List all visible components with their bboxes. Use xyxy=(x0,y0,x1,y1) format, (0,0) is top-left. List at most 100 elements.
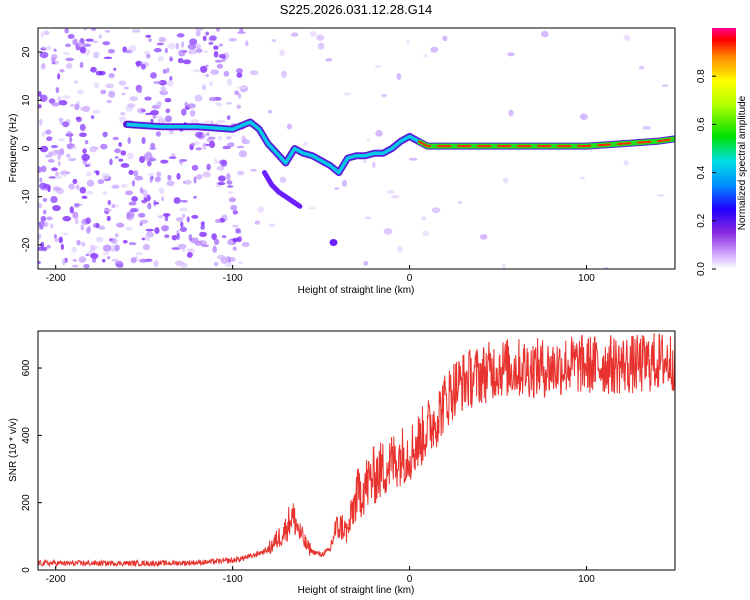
noise-blob xyxy=(135,252,143,256)
noise-blob xyxy=(208,41,214,45)
noise-blob xyxy=(95,236,104,243)
noise-blob xyxy=(41,165,47,173)
noise-blob xyxy=(148,38,152,43)
noise-blob xyxy=(390,194,400,199)
noise-blob xyxy=(39,51,49,59)
noise-blob xyxy=(164,234,170,239)
noise-blob xyxy=(135,60,143,67)
noise-blob xyxy=(109,158,113,166)
noise-blob xyxy=(115,233,119,238)
noise-blob xyxy=(237,93,242,99)
noise-blob xyxy=(422,54,428,58)
noise-blob xyxy=(72,211,79,219)
noise-blob xyxy=(154,227,160,235)
noise-blob xyxy=(77,41,83,48)
noise-blob xyxy=(100,143,108,150)
noise-blob xyxy=(214,158,218,165)
noise-blob xyxy=(656,193,665,197)
noise-blob xyxy=(206,163,211,171)
noise-blob xyxy=(158,36,167,43)
noise-blob xyxy=(50,195,58,204)
noise-blob xyxy=(209,81,213,87)
noise-blob xyxy=(106,99,112,104)
noise-blob xyxy=(216,165,225,171)
noise-blob xyxy=(217,182,226,186)
noise-blob xyxy=(207,136,217,140)
noise-blob xyxy=(120,162,130,168)
noise-blob xyxy=(80,224,85,231)
noise-blob xyxy=(341,179,348,187)
noise-blob xyxy=(81,195,88,200)
noise-blob xyxy=(236,145,245,149)
noise-blob xyxy=(317,42,325,50)
noise-blob xyxy=(191,142,196,147)
noise-blob xyxy=(139,222,143,227)
noise-blob xyxy=(59,68,65,73)
noise-blob xyxy=(214,59,223,63)
noise-blob xyxy=(127,137,131,144)
noise-blob xyxy=(167,174,172,181)
noise-blob xyxy=(187,103,196,109)
noise-blob xyxy=(171,234,178,241)
noise-blob xyxy=(90,28,97,32)
noise-blob xyxy=(93,51,100,59)
noise-blob xyxy=(145,34,152,38)
spectrogram-y-axis: -20 -10 0 10 20 xyxy=(21,46,42,252)
noise-blob xyxy=(39,118,43,126)
noise-blob xyxy=(156,171,162,178)
noise-blob xyxy=(236,170,245,176)
noise-blob xyxy=(169,76,173,82)
noise-blob xyxy=(74,218,79,225)
noise-blob xyxy=(268,109,273,114)
noise-blob xyxy=(46,136,53,142)
noise-blob xyxy=(154,176,161,183)
noise-blob xyxy=(85,190,94,195)
noise-blob xyxy=(40,31,45,38)
noise-blob xyxy=(211,233,217,240)
noise-blob xyxy=(271,39,277,42)
noise-blob xyxy=(92,146,100,150)
noise-blob xyxy=(156,42,165,46)
noise-blob xyxy=(343,92,352,96)
snr-series-line xyxy=(38,331,675,568)
y-tick-label: 10 xyxy=(21,94,32,106)
noise-blob xyxy=(100,89,107,95)
noise-blob xyxy=(165,108,171,114)
noise-blob xyxy=(226,173,231,181)
noise-blob xyxy=(102,258,106,263)
noise-blob xyxy=(193,69,201,73)
noise-blob xyxy=(93,82,100,89)
noise-blob xyxy=(236,104,241,109)
noise-blob xyxy=(63,51,70,56)
noise-blob xyxy=(90,253,99,260)
noise-blob xyxy=(74,103,80,111)
noise-blob xyxy=(175,42,180,50)
noise-blob xyxy=(189,109,196,117)
noise-blob xyxy=(181,108,187,116)
noise-blob xyxy=(98,225,106,230)
noise-blob xyxy=(164,214,169,222)
noise-blob xyxy=(396,245,403,253)
noise-blob xyxy=(47,158,55,163)
noise-blob xyxy=(161,225,169,232)
noise-blob xyxy=(226,239,234,246)
noise-blob xyxy=(79,186,87,194)
noise-blob xyxy=(86,179,95,187)
noise-blob xyxy=(237,86,246,89)
noise-blob xyxy=(145,228,154,232)
noise-blob xyxy=(199,65,208,73)
noise-blob xyxy=(421,216,427,221)
noise-blob xyxy=(237,261,244,265)
noise-blob xyxy=(213,50,219,58)
noise-blob xyxy=(202,35,207,42)
noise-blob xyxy=(38,91,42,97)
noise-blob xyxy=(131,29,141,33)
noise-blob xyxy=(62,121,69,128)
x-tick-label: 100 xyxy=(578,273,595,284)
colorbar: 0.0 0.2 0.4 0.6 0.8 Normalized spectral ampl… xyxy=(696,28,748,276)
noise-blob xyxy=(91,257,97,263)
spectrogram-noise-field xyxy=(38,28,669,269)
noise-blob xyxy=(190,119,199,125)
x-tick-label: -100 xyxy=(223,574,243,585)
